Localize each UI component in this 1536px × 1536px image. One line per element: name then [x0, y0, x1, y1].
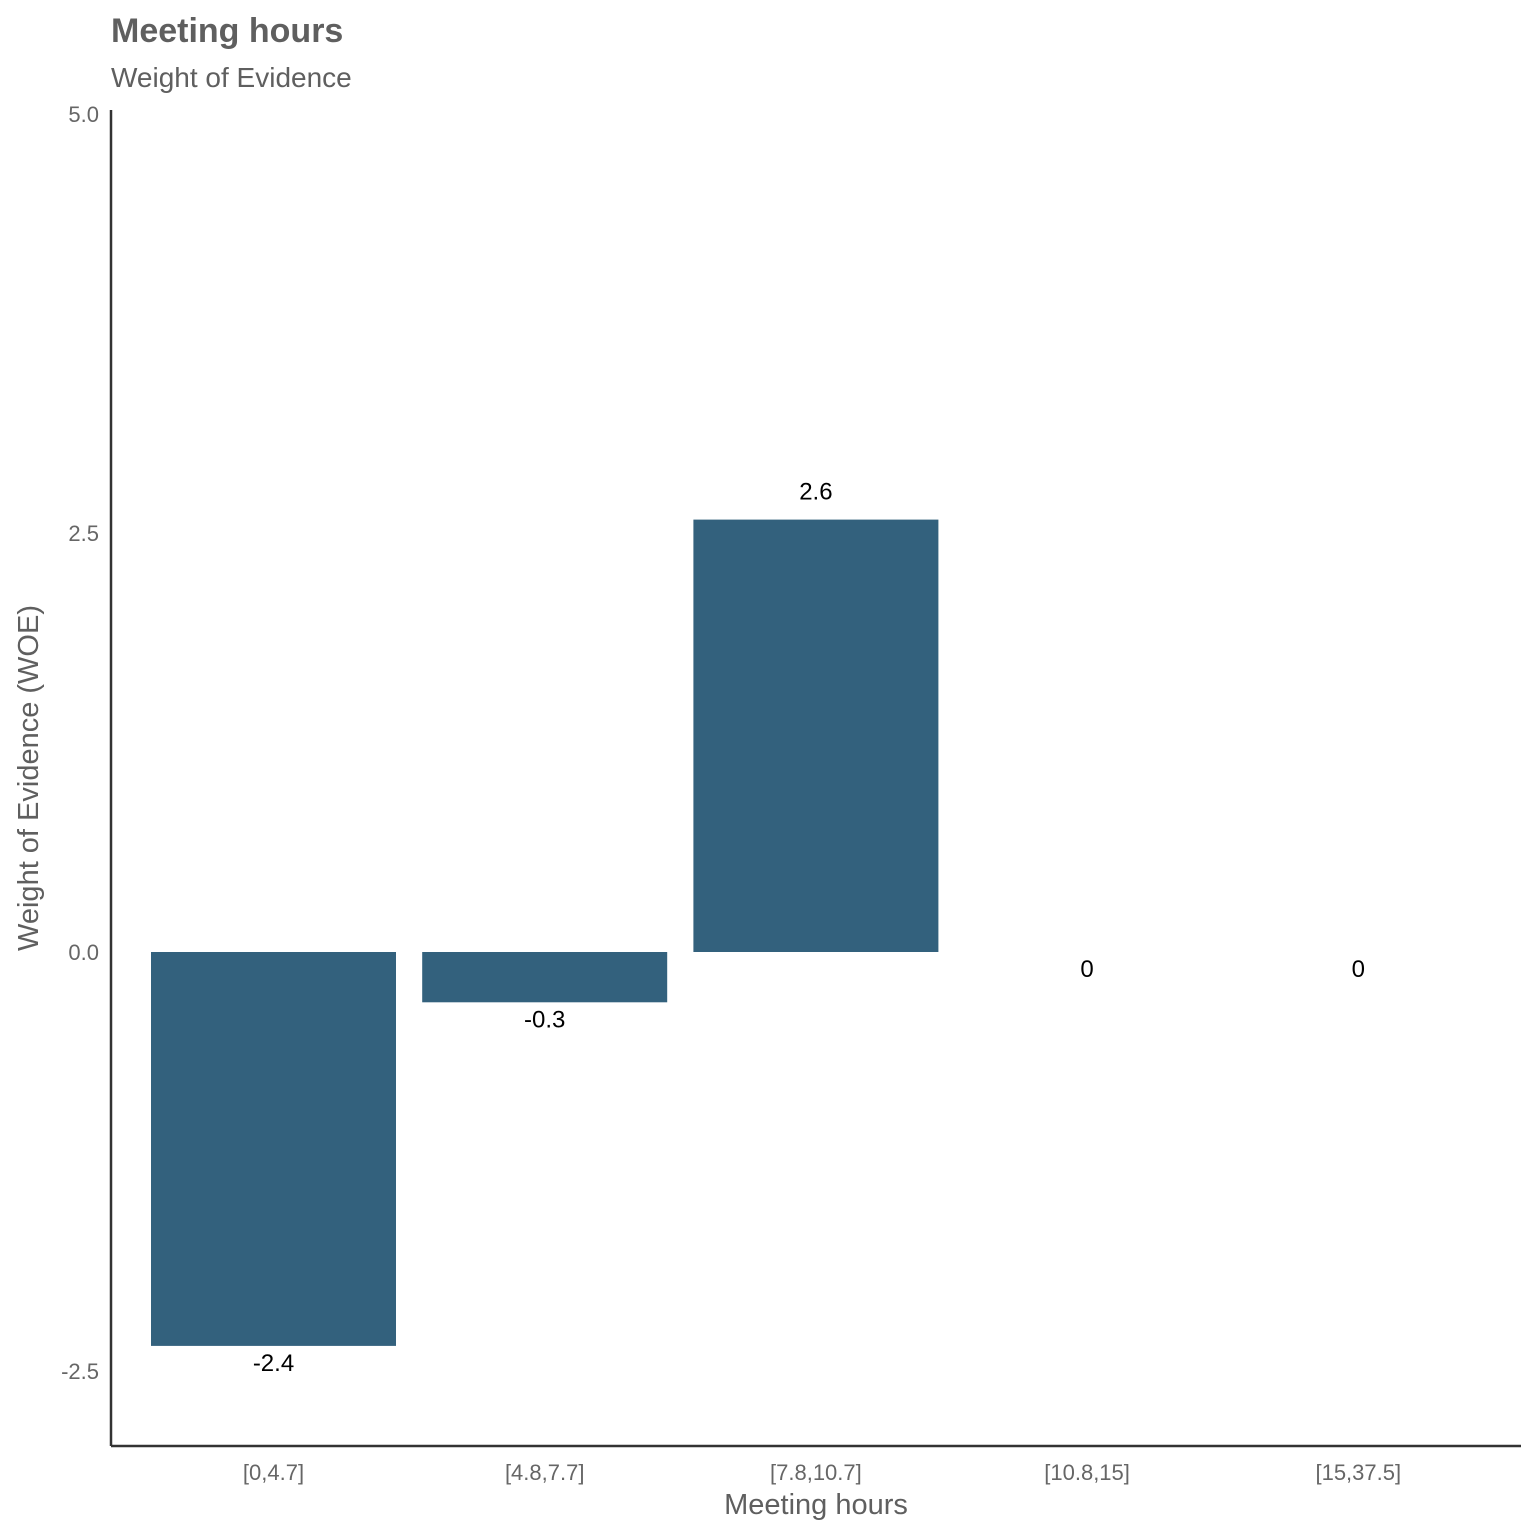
bar-value-label-0: -2.4	[253, 1350, 294, 1377]
y-tick-label-1: 0.0	[68, 940, 99, 965]
bar-value-label-4: 0	[1352, 956, 1365, 983]
bar-1	[422, 952, 668, 1003]
x-tick-label-0: [0,4.7]	[243, 1460, 304, 1485]
bars-group	[151, 519, 939, 1346]
x-tick-labels: [0,4.7] [4.8,7.7] [7.8,10.7] [10.8,15] [15,3…	[243, 1460, 1401, 1485]
y-tick-label-2: 2.5	[68, 521, 99, 546]
bar-2	[693, 519, 939, 952]
bar-value-label-3: 0	[1080, 956, 1093, 983]
y-tick-label-3: 5.0	[68, 102, 99, 127]
chart-title: Meeting hours	[111, 12, 343, 50]
bar-0	[151, 952, 396, 1346]
y-tick-labels: -2.5 0.0 2.5 5.0	[61, 102, 99, 1384]
x-tick-label-4: [15,37.5]	[1315, 1460, 1401, 1485]
y-tick-label-0: -2.5	[61, 1359, 99, 1384]
x-tick-label-2: [7.8,10.7]	[770, 1460, 862, 1485]
x-axis-title: Meeting hours	[724, 1489, 908, 1521]
x-tick-label-3: [10.8,15]	[1044, 1460, 1130, 1485]
y-axis-title: Weight of Evidence (WOE)	[13, 605, 45, 951]
bar-labels-group: -2.4 -0.3 2.6 0 0	[253, 479, 1365, 1377]
chart-subtitle: Weight of Evidence	[111, 62, 352, 93]
bar-value-label-1: -0.3	[524, 1006, 565, 1033]
bar-value-label-2: 2.6	[799, 479, 832, 506]
x-tick-label-1: [4.8,7.7]	[505, 1460, 585, 1485]
